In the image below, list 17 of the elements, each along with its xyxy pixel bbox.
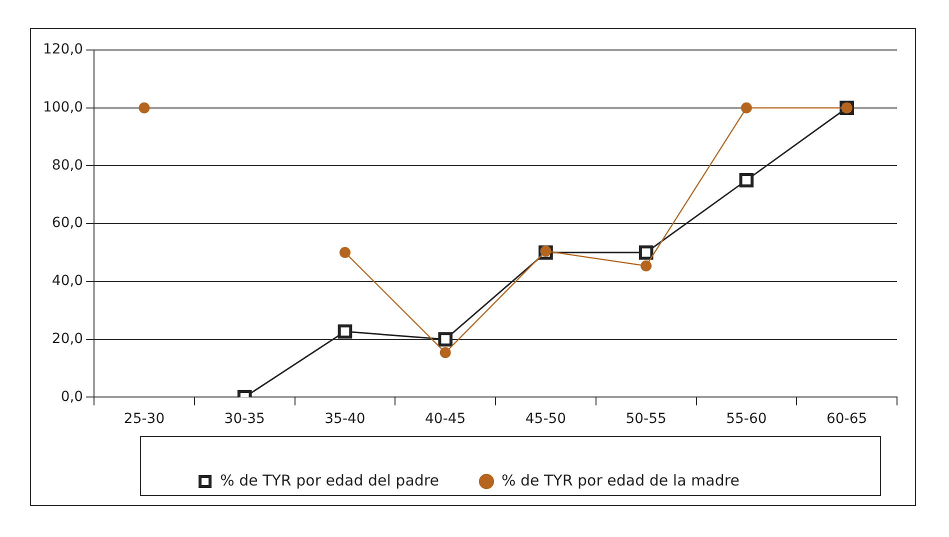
x-tick-label: 60-65 xyxy=(826,411,868,428)
y-tick-label: 0,0 xyxy=(60,388,84,405)
x-tick-label: 30-35 xyxy=(224,411,265,428)
y-tick-label: 80,0 xyxy=(52,157,84,174)
x-tick-label: 35-40 xyxy=(324,411,366,428)
x-tick-label: 50-55 xyxy=(626,411,666,428)
x-tick-label: 55-60 xyxy=(726,411,767,428)
y-tick-label: 100,0 xyxy=(42,100,84,116)
y-tick-label: 20,0 xyxy=(52,330,84,347)
x-tick-label: 40-45 xyxy=(425,411,466,428)
x-tick-label: 45-50 xyxy=(525,411,566,428)
legend-label: % de TYR por edad de la madre xyxy=(501,471,740,490)
y-tick-label: 40,0 xyxy=(52,273,84,290)
y-tick-label: 120,0 xyxy=(42,42,84,58)
legend-label: % de TYR por edad del padre xyxy=(220,471,439,490)
y-tick-label: 60,0 xyxy=(52,215,84,232)
x-tick-label: 25-30 xyxy=(124,411,165,428)
